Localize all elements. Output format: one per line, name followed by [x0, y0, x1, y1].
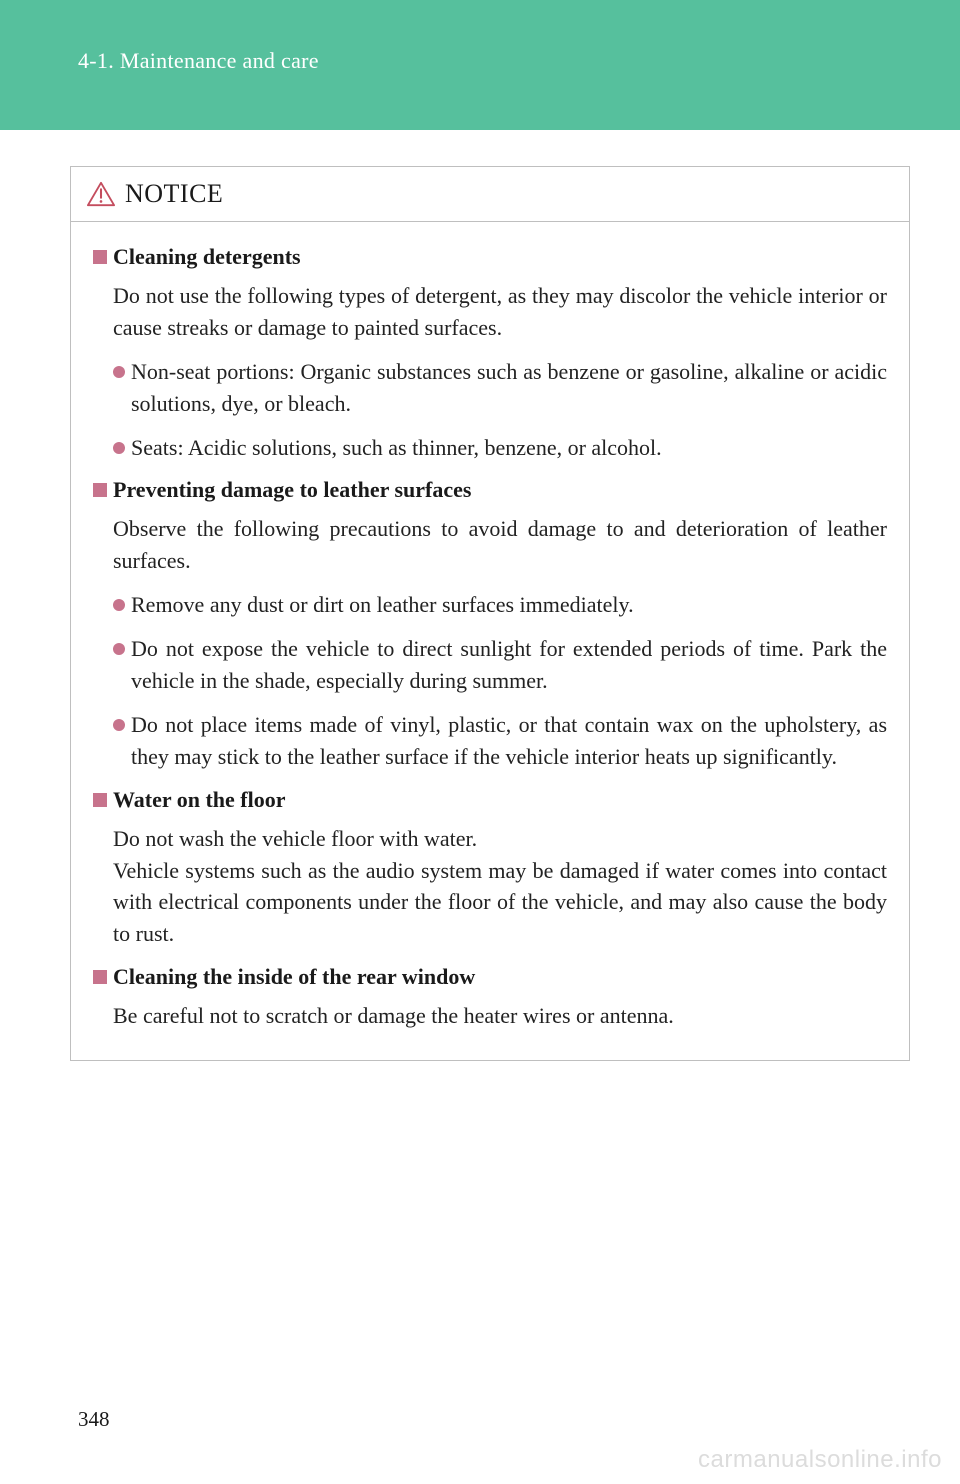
bullet-text: Remove any dust or dirt on leather surfa… [131, 589, 634, 621]
section-leather-surfaces: Preventing damage to leather surfaces Ob… [93, 477, 887, 772]
warning-icon [87, 181, 115, 207]
bullet-text: Do not place items made of vinyl, plasti… [131, 709, 887, 773]
dot-marker-icon [113, 643, 125, 655]
section-title: Cleaning the inside of the rear window [113, 964, 475, 990]
square-marker-icon [93, 250, 107, 264]
section-title: Preventing damage to leather surfaces [113, 477, 471, 503]
section-paragraph: Vehicle systems such as the audio system… [113, 855, 887, 951]
bullet-text: Seats: Acidic solutions, such as thinner… [131, 432, 662, 464]
notice-title: NOTICE [125, 179, 223, 209]
bullet-text: Do not expose the vehicle to direct sunl… [131, 633, 887, 697]
dot-marker-icon [113, 719, 125, 731]
bullet-item: Seats: Acidic solutions, such as thinner… [113, 432, 887, 464]
section-label: 4-1. Maintenance and care [78, 48, 960, 74]
header-band: 4-1. Maintenance and care [0, 0, 960, 130]
bullet-item: Do not expose the vehicle to direct sunl… [113, 633, 887, 697]
section-heading: Water on the floor [93, 787, 887, 813]
bullet-item: Do not place items made of vinyl, plasti… [113, 709, 887, 773]
section-heading: Cleaning the inside of the rear window [93, 964, 887, 990]
dot-marker-icon [113, 442, 125, 454]
bullet-item: Remove any dust or dirt on leather surfa… [113, 589, 887, 621]
notice-box: NOTICE Cleaning detergents Do not use th… [70, 166, 910, 1061]
notice-body: Cleaning detergents Do not use the follo… [71, 222, 909, 1060]
bullet-item: Non-seat portions: Organic substances su… [113, 356, 887, 420]
square-marker-icon [93, 483, 107, 497]
section-heading: Preventing damage to leather surfaces [93, 477, 887, 503]
square-marker-icon [93, 970, 107, 984]
section-paragraph: Do not use the following types of deterg… [113, 280, 887, 344]
dot-marker-icon [113, 599, 125, 611]
section-paragraph: Be careful not to scratch or damage the … [113, 1000, 887, 1032]
section-title: Cleaning detergents [113, 244, 301, 270]
section-paragraph: Observe the following precautions to avo… [113, 513, 887, 577]
watermark: carmanualsonline.info [698, 1446, 942, 1474]
section-rear-window: Cleaning the inside of the rear window B… [93, 964, 887, 1032]
bullet-text: Non-seat portions: Organic substances su… [131, 356, 887, 420]
square-marker-icon [93, 793, 107, 807]
page-number: 348 [78, 1407, 110, 1432]
section-heading: Cleaning detergents [93, 244, 887, 270]
notice-header: NOTICE [71, 167, 909, 222]
section-cleaning-detergents: Cleaning detergents Do not use the follo… [93, 244, 887, 463]
section-paragraph: Do not wash the vehicle floor with water… [113, 823, 887, 855]
section-title: Water on the floor [113, 787, 286, 813]
section-water-floor: Water on the floor Do not wash the vehic… [93, 787, 887, 951]
dot-marker-icon [113, 366, 125, 378]
